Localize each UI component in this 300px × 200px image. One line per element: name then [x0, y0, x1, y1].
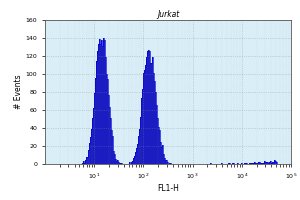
- Title: Jurkat: Jurkat: [157, 10, 179, 19]
- Y-axis label: # Events: # Events: [14, 75, 23, 109]
- X-axis label: FL1-H: FL1-H: [157, 184, 179, 193]
